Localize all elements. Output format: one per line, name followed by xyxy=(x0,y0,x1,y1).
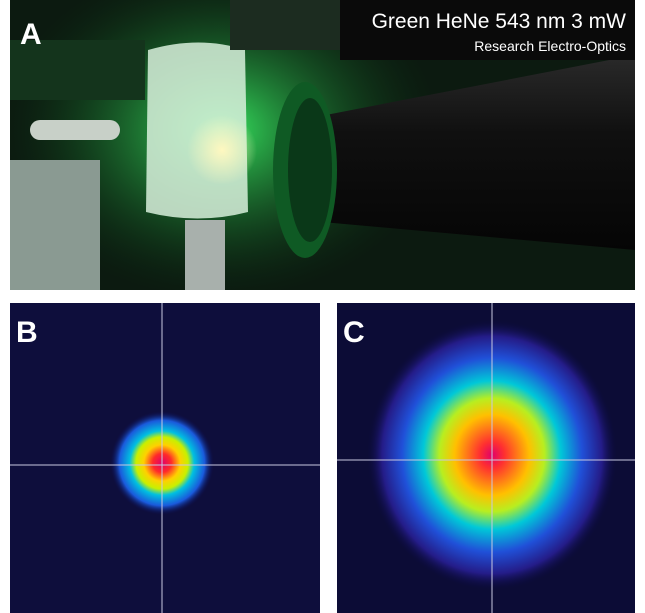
panel-title: Green HeNe 543 nm 3 mW xyxy=(372,10,627,33)
panel-label: C xyxy=(343,316,365,349)
panel-subtitle: Research Electro-Optics xyxy=(474,38,626,54)
tube-end-inner xyxy=(288,98,332,242)
laser-spot xyxy=(187,115,257,185)
panel-label: A xyxy=(20,18,42,51)
bracket xyxy=(230,0,340,50)
panel-b: B xyxy=(10,303,320,613)
panel-a: A Green HeNe 543 nm 3 mW Research Electr… xyxy=(0,0,635,300)
figure: A Green HeNe 543 nm 3 mW Research Electr… xyxy=(0,0,645,613)
knob xyxy=(30,120,120,140)
panel-c: C xyxy=(337,303,635,613)
post xyxy=(10,160,100,290)
panel-label: B xyxy=(16,316,38,349)
holder-post xyxy=(185,220,225,290)
